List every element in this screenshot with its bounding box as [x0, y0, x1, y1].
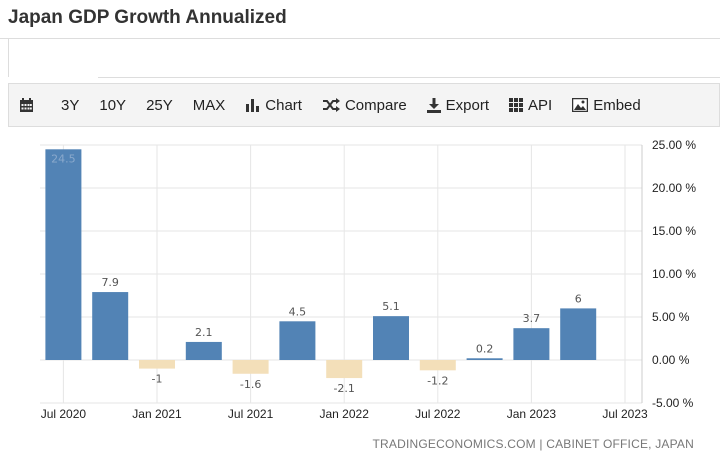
chart-button[interactable]: Chart	[245, 97, 302, 114]
bar-value-label: -1.6	[240, 378, 261, 391]
range-25y-button[interactable]: 25Y	[146, 97, 173, 114]
bar-q3-2022[interactable]	[419, 360, 456, 371]
bar-value-label: 24.5	[51, 152, 76, 165]
source-attribution: TRADINGECONOMICS.COM | CABINET OFFICE, J…	[372, 437, 694, 451]
x-tick-label: Jul 2022	[415, 407, 461, 421]
bar-q1-2023[interactable]	[513, 328, 550, 360]
calendar-button[interactable]	[19, 97, 39, 113]
export-button[interactable]: Export	[426, 96, 490, 114]
x-axis-tick-labels: Jul 2020 Jan 2021 Jul 2021 Jan 2022 Jul 2022…	[41, 407, 648, 421]
bar-q2-2023[interactable]	[560, 308, 597, 360]
tab-notch	[8, 77, 98, 80]
export-label: Export	[445, 96, 490, 114]
bar-value-label: 7.9	[101, 276, 119, 289]
x-tick-label: Jan 2021	[132, 407, 182, 421]
bar-value-label: 2.1	[195, 326, 213, 339]
range-10y-label: 10Y	[99, 96, 127, 114]
bar-q3-2020[interactable]	[45, 149, 82, 360]
bar-q2-2021[interactable]	[185, 341, 222, 360]
y-tick-label: 10.00 %	[652, 267, 696, 281]
y-tick-label: 5.00 %	[652, 310, 690, 324]
compare-button[interactable]: Compare	[322, 97, 407, 114]
bar-q4-2020[interactable]	[92, 292, 129, 360]
image-icon	[572, 98, 589, 112]
bar-value-label: 6	[575, 292, 582, 305]
range-max-label: MAX	[192, 96, 226, 114]
embed-label: Embed	[593, 96, 641, 114]
bar-value-label: 3.7	[523, 312, 541, 325]
bar-q4-2021[interactable]	[279, 321, 316, 360]
compare-label: Compare	[344, 96, 407, 114]
api-button[interactable]: API	[509, 97, 552, 114]
calendar-icon	[20, 97, 33, 112]
gdp-bar-chart: 24.5 7.9 -1 2.1 -1.6 4.5 -2.1 5.1 -1.2 0.2 3.7 6 25…	[40, 138, 696, 421]
bar-q2-2022[interactable]	[373, 316, 409, 360]
grid-icon	[509, 98, 524, 112]
x-tick-label: Jan 2023	[507, 407, 557, 421]
range-3y-label: 3Y	[61, 96, 80, 114]
page-title: Japan GDP Growth Annualized	[8, 7, 287, 28]
x-tick-label: Jan 2022	[320, 407, 370, 421]
x-tick-label: Jul 2020	[41, 407, 87, 421]
shuffle-icon	[322, 98, 340, 112]
bar-value-label: 4.5	[289, 305, 307, 318]
y-tick-label: 0.00 %	[652, 353, 690, 367]
api-label: API	[528, 96, 553, 114]
y-axis-tick-labels: 25.00 % 20.00 % 15.00 % 10.00 % 5.00 % 0.00 %…	[652, 138, 696, 410]
range-10y-button[interactable]: 10Y	[99, 97, 126, 114]
y-tick-label: 20.00 %	[652, 181, 696, 195]
bar-q1-2021[interactable]	[139, 360, 175, 369]
bar-q4-2022[interactable]	[466, 358, 503, 360]
bar-value-label: -2.1	[333, 382, 354, 395]
range-max-button[interactable]: MAX	[193, 97, 226, 114]
y-tick-label: -5.00 %	[652, 396, 694, 410]
chart-toolbar: 3Y 10Y 25Y MAX Chart Compare Export	[8, 83, 720, 127]
x-tick-label: Jul 2023	[602, 407, 648, 421]
embed-button[interactable]: Embed	[572, 97, 641, 114]
y-tick-label: 25.00 %	[652, 138, 696, 152]
tab-strip	[8, 38, 720, 78]
bar-value-labels: 24.5 7.9 -1 2.1 -1.6 4.5 -2.1 5.1 -1.2 0.2 3.7 6	[51, 152, 582, 395]
bars	[45, 149, 597, 379]
bar-value-label: -1	[152, 373, 163, 386]
range-25y-label: 25Y	[146, 96, 173, 114]
chart-label: Chart	[265, 96, 302, 114]
download-icon	[426, 97, 441, 113]
range-3y-button[interactable]: 3Y	[61, 97, 79, 114]
bar-q3-2021[interactable]	[232, 360, 269, 374]
bar-chart-icon	[246, 99, 260, 112]
bar-value-label: 5.1	[382, 300, 400, 313]
bar-value-label: -1.2	[427, 374, 448, 387]
title-bar: Japan GDP Growth Annualized	[0, 0, 720, 39]
x-tick-label: Jul 2021	[228, 407, 274, 421]
bar-q1-2022[interactable]	[326, 360, 363, 379]
bar-value-label: 0.2	[476, 342, 494, 355]
y-tick-label: 15.00 %	[652, 224, 696, 238]
